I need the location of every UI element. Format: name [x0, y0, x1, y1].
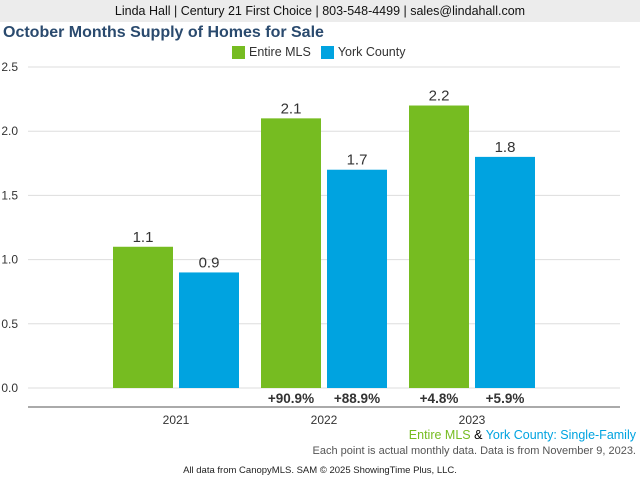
chart-legend: Entire MLS York County — [232, 45, 415, 59]
footnote-entire-mls: Entire MLS — [408, 428, 471, 442]
y-axis-ticks: 0.0 0.5 1.0 1.5 2.0 2.5 — [1, 60, 18, 395]
source-credit: All data from CanopyMLS. SAM © 2025 Show… — [183, 465, 457, 476]
chart-title: October Months Supply of Homes for Sale — [3, 24, 324, 41]
bar-value-label: 0.9 — [199, 254, 220, 271]
contact-banner: Linda Hall | Century 21 First Choice | 8… — [0, 0, 640, 22]
footnote-suffix: : Single-Family — [553, 428, 636, 442]
x-axis: 2021 2022 2023 — [28, 406, 620, 427]
legend-swatch-entire-mls — [232, 45, 245, 59]
bar-entire-mls-2022 — [261, 118, 321, 389]
bar-york-county-2022 — [327, 169, 387, 388]
bar-value-label: 1.1 — [133, 229, 154, 246]
change-label: +5.9% — [486, 391, 525, 406]
bar-entire-mls-2021 — [113, 246, 173, 388]
legend-label-entire-mls: Entire MLS — [249, 45, 311, 59]
y-tick-label: 2.5 — [1, 60, 18, 74]
footnote-amp: & — [470, 428, 486, 442]
footnote-york-county: York County — [485, 428, 554, 442]
bar-york-county-2021 — [179, 272, 239, 388]
legend-swatch-york-county — [320, 45, 334, 59]
legend-label-york-county: York County — [337, 45, 406, 59]
x-tick-label: 2021 — [163, 413, 190, 427]
change-label: +90.9% — [268, 391, 314, 406]
change-label: +88.9% — [334, 391, 380, 406]
legend-item-york-county: York County — [320, 45, 406, 59]
series-footnote: Entire MLS & York County: Single-Family — [409, 428, 636, 442]
y-tick-label: 0.0 — [1, 381, 18, 395]
bar-labels: 1.1 0.9 2.1 +90.9% 1.7 +88.9% 2.2 +4.8% 1.8 +5.9% — [133, 88, 525, 406]
x-tick-label: 2022 — [311, 413, 338, 427]
bar-value-label: 1.7 — [347, 152, 368, 169]
y-tick-label: 1.0 — [1, 253, 18, 267]
bar-value-label: 1.8 — [495, 139, 516, 156]
y-tick-label: 2.0 — [1, 124, 18, 138]
y-tick-label: 1.5 — [1, 188, 18, 202]
bar-value-label: 2.2 — [429, 88, 450, 105]
y-tick-label: 0.5 — [1, 317, 18, 331]
data-note: Each point is actual monthly data. Data … — [312, 445, 636, 457]
bar-value-label: 2.1 — [281, 100, 302, 117]
change-label: +4.8% — [420, 391, 459, 406]
legend-item-entire-mls: Entire MLS — [232, 45, 311, 59]
bar-entire-mls-2023 — [409, 105, 469, 389]
x-tick-label: 2023 — [459, 413, 486, 427]
bars — [113, 105, 535, 389]
bar-york-county-2023 — [475, 156, 535, 388]
